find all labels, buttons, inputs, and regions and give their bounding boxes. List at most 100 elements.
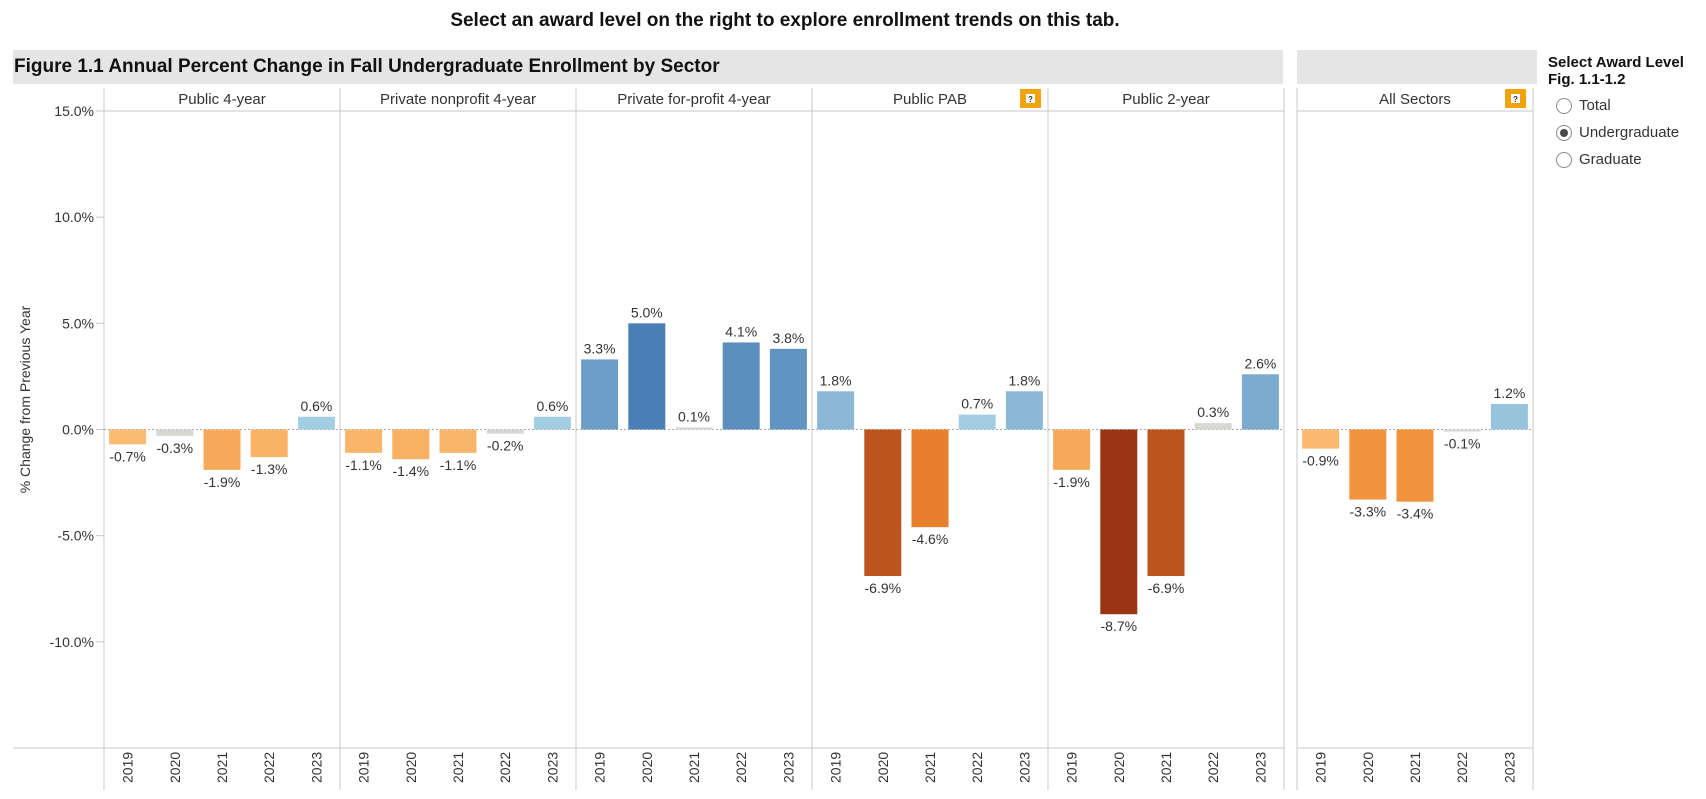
data-label: -1.1% — [440, 457, 477, 473]
data-label: -0.3% — [157, 440, 194, 456]
data-label: -1.9% — [1053, 474, 1090, 490]
x-tick-label: 2019 — [1313, 752, 1329, 783]
award-option-undergraduate[interactable]: Undergraduate — [1548, 119, 1706, 146]
panel-header-label: Private for-profit 4-year — [617, 91, 770, 108]
bar-private-for-profit-4-year-2023 — [769, 348, 807, 430]
award-level-title: Select Award Level Fig. 1.1-1.2 — [1548, 54, 1706, 88]
data-label: -8.7% — [1101, 618, 1138, 634]
bar-private-nonprofit-4-year-2021 — [439, 429, 477, 453]
data-label: -0.1% — [1444, 436, 1481, 452]
x-tick-label: 2022 — [969, 752, 985, 783]
panel-header-label: Private nonprofit 4-year — [380, 91, 536, 108]
bar-private-nonprofit-4-year-2019 — [345, 429, 383, 453]
x-tick-label: 2023 — [1252, 752, 1268, 783]
data-label: -1.4% — [393, 463, 430, 479]
data-label: 1.8% — [1008, 372, 1040, 388]
bar-all-sectors-2020 — [1349, 429, 1387, 500]
data-label: 0.7% — [961, 396, 993, 412]
x-tick-label: 2022 — [733, 752, 749, 783]
y-tick-label: -5.0% — [57, 528, 94, 544]
radio-button-icon[interactable] — [1556, 97, 1572, 114]
data-label: -3.3% — [1350, 504, 1387, 520]
x-tick-label: 2019 — [1064, 752, 1080, 783]
bar-public-pab-2022 — [958, 414, 996, 430]
bar-private-for-profit-4-year-2022 — [722, 342, 760, 430]
panel-header-label: All Sectors — [1379, 91, 1451, 108]
data-label: -1.1% — [345, 457, 382, 473]
bar-all-sectors-2023 — [1490, 404, 1528, 430]
award-option-graduate[interactable]: Graduate — [1548, 146, 1706, 173]
award-level-selector: Select Award Level Fig. 1.1-1.2 Total Und… — [1548, 54, 1706, 173]
x-tick-label: 2019 — [592, 752, 608, 783]
panel-header-label: Public PAB — [893, 91, 967, 108]
y-tick-label: 5.0% — [62, 315, 94, 331]
data-label: 2.6% — [1244, 355, 1276, 371]
x-tick-label: 2022 — [1205, 752, 1221, 783]
radio-button-icon[interactable] — [1556, 151, 1572, 168]
x-tick-label: 2021 — [450, 752, 466, 783]
x-tick-label: 2022 — [261, 752, 277, 783]
x-tick-label: 2020 — [167, 752, 183, 783]
bar-private-nonprofit-4-year-2022 — [486, 429, 524, 434]
award-level-title-line2: Fig. 1.1-1.2 — [1548, 71, 1626, 88]
x-tick-label: 2022 — [497, 752, 513, 783]
bar-private-nonprofit-4-year-2020 — [392, 429, 430, 460]
x-tick-label: 2019 — [828, 752, 844, 783]
help-icon-glyph: ? — [1028, 95, 1033, 104]
data-label: 4.1% — [725, 323, 757, 339]
award-level-options: Total Undergraduate Graduate — [1548, 92, 1706, 173]
radio-button-icon[interactable] — [1556, 124, 1572, 141]
bar-all-sectors-2019 — [1302, 429, 1340, 449]
data-label: -0.7% — [109, 448, 146, 464]
data-label: 0.3% — [1197, 404, 1229, 420]
award-level-title-line1: Select Award Level — [1548, 54, 1684, 71]
x-tick-label: 2020 — [1360, 752, 1376, 783]
x-tick-label: 2019 — [356, 752, 372, 783]
bar-public-pab-2019 — [817, 391, 855, 430]
data-label: -1.9% — [204, 474, 241, 490]
y-tick-label: 10.0% — [54, 209, 94, 225]
bar-public-pab-2023 — [1005, 391, 1043, 430]
data-label: 0.6% — [300, 398, 332, 414]
bar-all-sectors-2022 — [1443, 429, 1481, 432]
panel-header-label: Public 2-year — [1122, 91, 1210, 108]
data-label: 5.0% — [631, 304, 663, 320]
data-label: 1.2% — [1493, 385, 1525, 401]
bar-public-2-year-2020 — [1100, 429, 1138, 615]
bar-public-4-year-2022 — [250, 429, 288, 458]
bar-public-4-year-2023 — [297, 416, 335, 430]
award-option-total[interactable]: Total — [1548, 92, 1706, 119]
bar-public-2-year-2023 — [1241, 374, 1279, 430]
x-tick-label: 2022 — [1454, 752, 1470, 783]
bar-public-2-year-2022 — [1194, 423, 1232, 430]
x-tick-label: 2020 — [875, 752, 891, 783]
data-label: -0.2% — [487, 438, 524, 454]
x-tick-label: 2021 — [1407, 752, 1423, 783]
help-icon — [1026, 94, 1035, 103]
chart-title-band — [13, 50, 1283, 84]
bar-public-4-year-2021 — [203, 429, 241, 470]
bar-all-sectors-2021 — [1396, 429, 1434, 502]
bar-private-for-profit-4-year-2019 — [581, 359, 619, 430]
help-icon — [1511, 94, 1520, 103]
data-label: 3.3% — [584, 340, 616, 356]
bar-public-4-year-2019 — [109, 429, 147, 445]
instruction-text: Select an award level on the right to ex… — [450, 10, 1120, 31]
award-option-label: Total — [1579, 97, 1611, 114]
panel-header-label: Public 4-year — [178, 91, 266, 108]
data-label: -6.9% — [865, 580, 902, 596]
bar-private-for-profit-4-year-2021 — [675, 427, 713, 430]
bar-private-nonprofit-4-year-2023 — [533, 416, 571, 430]
x-tick-label: 2023 — [1016, 752, 1032, 783]
bar-public-2-year-2021 — [1147, 429, 1185, 577]
y-tick-label: -10.0% — [50, 634, 94, 650]
data-label: -0.9% — [1302, 453, 1339, 469]
x-tick-label: 2020 — [1111, 752, 1127, 783]
chart-title: Figure 1.1 Annual Percent Change in Fall… — [14, 56, 720, 77]
bar-public-4-year-2020 — [156, 429, 194, 436]
data-label: 0.6% — [536, 398, 568, 414]
data-label: -1.3% — [251, 461, 288, 477]
bar-public-pab-2021 — [911, 429, 949, 528]
bar-public-pab-2020 — [864, 429, 902, 577]
bar-chart: 15.0% 10.0% 5.0% 0.0% -5.0% -10.0% % Change fr… — [13, 88, 1534, 790]
